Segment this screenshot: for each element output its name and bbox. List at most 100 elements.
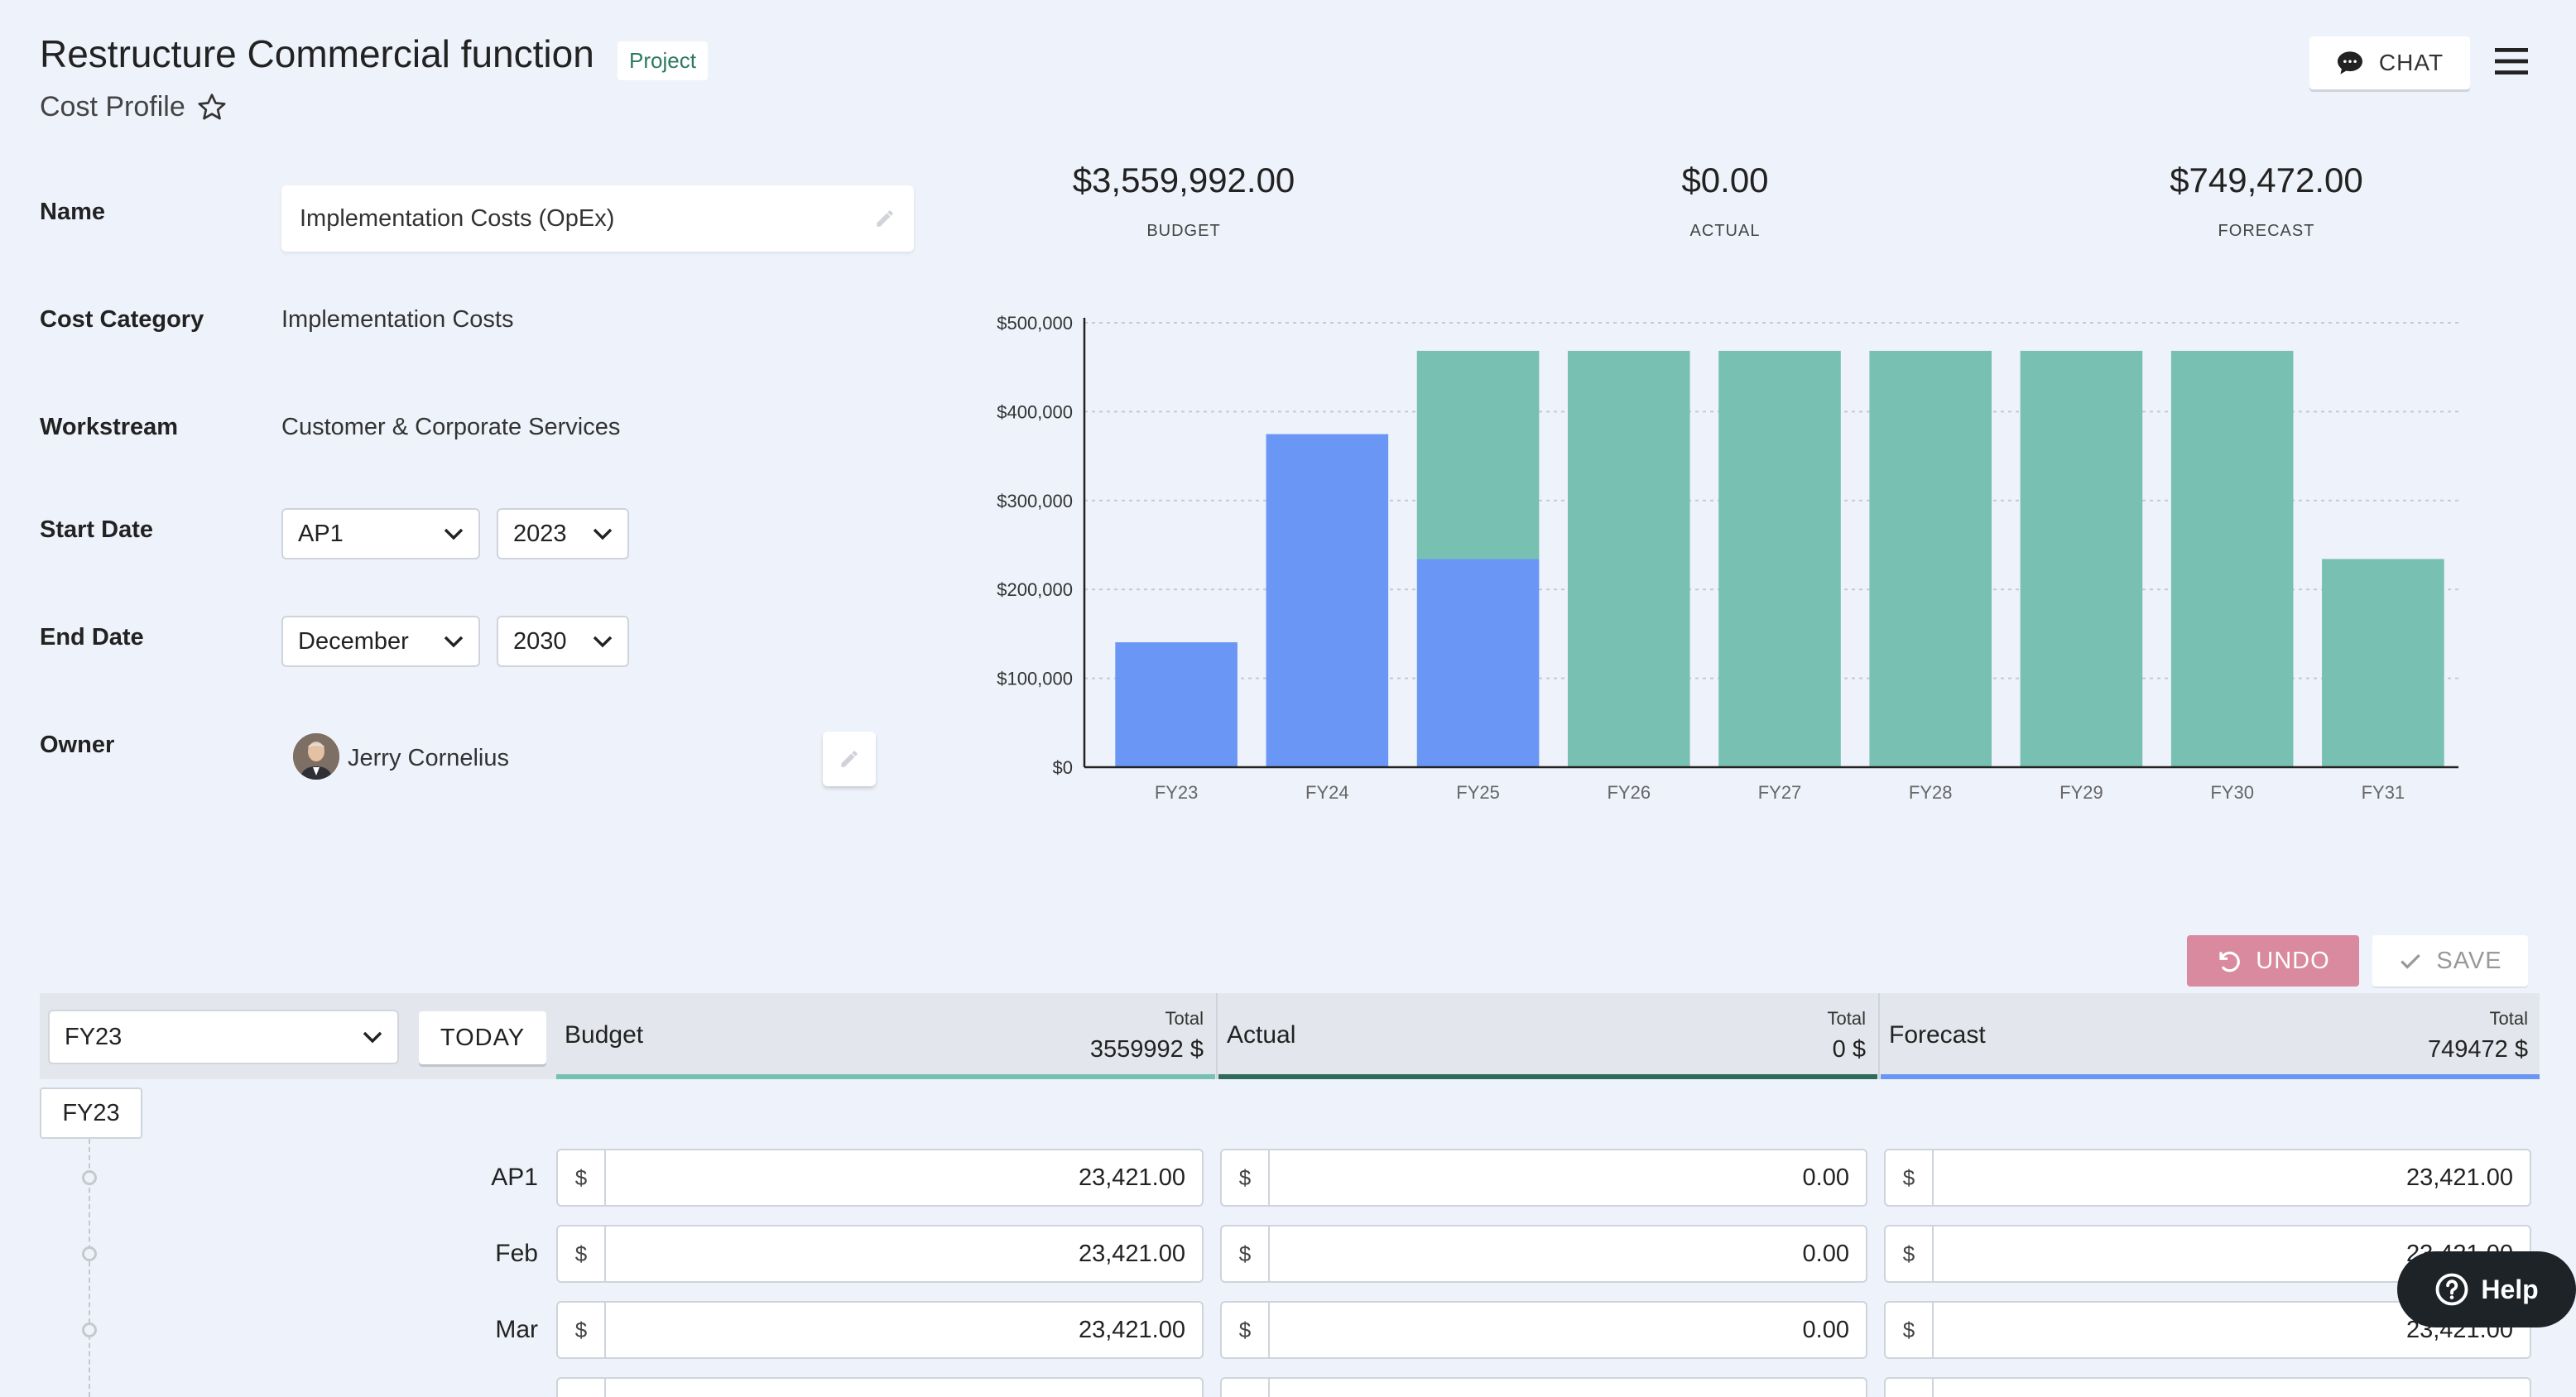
currency-symbol bbox=[1222, 1379, 1270, 1397]
forecast-cell[interactable] bbox=[1884, 1377, 2531, 1397]
budget-cell[interactable] bbox=[556, 1377, 1204, 1397]
y-tick-label: $200,000 bbox=[997, 579, 1073, 600]
x-tick-label: FY26 bbox=[1607, 782, 1651, 803]
x-tick-label: FY24 bbox=[1305, 782, 1349, 803]
chevron-down-icon bbox=[363, 1031, 382, 1044]
chat-label: CHAT bbox=[2378, 50, 2444, 75]
name-label: Name bbox=[40, 199, 105, 225]
undo-icon bbox=[2219, 951, 2241, 972]
avatar bbox=[293, 733, 339, 780]
forecast-cell[interactable]: $23,421.00 bbox=[1884, 1149, 2531, 1207]
budget-total-value: 3559992 $ bbox=[1089, 1036, 1204, 1063]
workstream-value: Customer & Corporate Services bbox=[281, 414, 621, 440]
chart-bar-fy31-series-1 bbox=[2322, 559, 2444, 767]
currency-symbol: $ bbox=[558, 1150, 606, 1205]
hamburger-menu-icon[interactable] bbox=[2495, 46, 2528, 76]
name-value: Implementation Costs (OpEx) bbox=[300, 204, 615, 232]
actual-column-underline bbox=[1218, 1074, 1877, 1079]
actual-total-value: 0 $ bbox=[1832, 1036, 1866, 1063]
chevron-down-icon bbox=[593, 528, 613, 540]
timeline-dot bbox=[82, 1246, 97, 1261]
undo-button[interactable]: UNDO bbox=[2187, 935, 2359, 987]
budget-amount: 23,421.00 bbox=[1078, 1316, 1185, 1343]
owner-name: Jerry Cornelius bbox=[348, 745, 509, 771]
currency-symbol bbox=[1886, 1379, 1934, 1397]
end-year-value: 2030 bbox=[513, 627, 567, 655]
actual-amount: 0.00 bbox=[1802, 1316, 1849, 1343]
chart-bar-fy28-series-1 bbox=[1869, 350, 1992, 767]
end-period-select[interactable]: December bbox=[281, 616, 480, 667]
pencil-icon bbox=[841, 751, 858, 767]
budget-cell[interactable]: $23,421.00 bbox=[556, 1149, 1204, 1207]
y-tick-label: $300,000 bbox=[997, 491, 1073, 511]
budget-column-underline bbox=[556, 1074, 1215, 1079]
workstream-label: Workstream bbox=[40, 414, 179, 440]
start-date-label: Start Date bbox=[40, 516, 153, 543]
cost-profile-chart: $0 $100,000 $200,000 $300,000 $400,000 $500,0… bbox=[997, 313, 2458, 803]
actual-cell[interactable] bbox=[1220, 1377, 1867, 1397]
forecast-kpi-label: FORECAST bbox=[2218, 222, 2315, 240]
currency-symbol: $ bbox=[558, 1303, 606, 1357]
period-select[interactable]: FY23 bbox=[48, 1010, 399, 1064]
undo-label: UNDO bbox=[2256, 947, 2330, 974]
chart-bar-fy27-series-1 bbox=[1718, 350, 1841, 767]
save-button[interactable]: SAVE bbox=[2372, 935, 2528, 987]
chart-bar-fy30-series-1 bbox=[2170, 350, 2294, 767]
star-icon[interactable] bbox=[195, 91, 228, 124]
currency-symbol: $ bbox=[1222, 1227, 1270, 1281]
actual-kpi-label: ACTUAL bbox=[1689, 222, 1761, 240]
period-select-value: FY23 bbox=[65, 1023, 123, 1050]
y-tick-label: $0 bbox=[1053, 757, 1073, 778]
forecast-column-underline bbox=[1881, 1074, 2540, 1079]
help-button[interactable]: Help bbox=[2397, 1251, 2576, 1327]
end-period-value: December bbox=[298, 627, 409, 655]
actual-total-label: Total bbox=[1827, 1008, 1866, 1029]
forecast-column-header: Forecast Total 749472 $ bbox=[1881, 993, 2540, 1079]
budget-column-header: Budget Total 3559992 $ bbox=[556, 993, 1215, 1079]
pencil-icon bbox=[877, 210, 893, 227]
budget-amount: 23,421.00 bbox=[1078, 1240, 1185, 1267]
start-period-select[interactable]: AP1 bbox=[281, 508, 480, 559]
chart-bar-fy25-series-1 bbox=[1416, 350, 1540, 559]
check-icon bbox=[2401, 953, 2421, 969]
owner-edit-button[interactable] bbox=[823, 732, 876, 786]
budget-column-title: Budget bbox=[565, 1021, 644, 1049]
start-period-value: AP1 bbox=[298, 520, 344, 547]
actual-kpi-value: $0.00 bbox=[1681, 161, 1769, 199]
today-button[interactable]: TODAY bbox=[419, 1011, 546, 1064]
budget-kpi-value: $3,559,992.00 bbox=[1072, 161, 1295, 199]
chat-button[interactable]: CHAT bbox=[2309, 36, 2470, 89]
actual-cell[interactable]: $0.00 bbox=[1220, 1301, 1867, 1359]
currency-symbol: $ bbox=[1222, 1150, 1270, 1205]
chevron-down-icon bbox=[444, 636, 464, 648]
forecast-total-label: Total bbox=[2489, 1008, 2528, 1029]
chart-bar-fy29-series-1 bbox=[2020, 350, 2143, 767]
chat-icon bbox=[2337, 51, 2362, 74]
chart-bar-fy24-series-0 bbox=[1266, 434, 1389, 767]
budget-cell[interactable]: $23,421.00 bbox=[556, 1301, 1204, 1359]
start-year-value: 2023 bbox=[513, 520, 567, 547]
currency-symbol: $ bbox=[1886, 1303, 1934, 1357]
currency-symbol: $ bbox=[1886, 1150, 1934, 1205]
fiscal-year-tag[interactable]: FY23 bbox=[40, 1087, 142, 1139]
y-tick-label: $500,000 bbox=[997, 313, 1073, 334]
x-tick-label: FY23 bbox=[1155, 782, 1199, 803]
budget-cell[interactable]: $23,421.00 bbox=[556, 1225, 1204, 1283]
start-year-select[interactable]: 2023 bbox=[497, 508, 629, 559]
help-icon bbox=[2435, 1273, 2468, 1306]
row-label: Feb bbox=[495, 1240, 538, 1267]
forecast-total-value: 749472 $ bbox=[2428, 1036, 2528, 1063]
actual-cell[interactable]: $0.00 bbox=[1220, 1225, 1867, 1283]
timeline-dot bbox=[82, 1170, 97, 1185]
actual-amount: 0.00 bbox=[1802, 1164, 1849, 1191]
timeline-line bbox=[89, 1139, 90, 1397]
actual-cell[interactable]: $0.00 bbox=[1220, 1149, 1867, 1207]
chevron-down-icon bbox=[593, 636, 613, 648]
x-tick-label: FY31 bbox=[2362, 782, 2405, 803]
name-input[interactable]: Implementation Costs (OpEx) bbox=[281, 185, 914, 252]
owner-label: Owner bbox=[40, 732, 115, 758]
end-year-select[interactable]: 2030 bbox=[497, 616, 629, 667]
chart-bar-fy26-series-1 bbox=[1567, 350, 1690, 767]
page-subtitle: Cost Profile bbox=[40, 91, 185, 122]
actual-column-header: Actual Total 0 $ bbox=[1218, 993, 1877, 1079]
